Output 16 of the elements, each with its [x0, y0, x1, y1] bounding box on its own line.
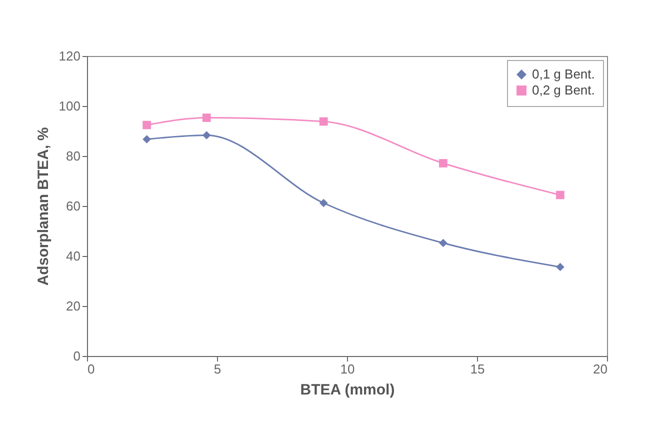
- legend-label: 0,1 g Bent.: [532, 66, 595, 82]
- x-tick-label: 10: [340, 362, 355, 376]
- y-tick-label: 20: [66, 298, 80, 314]
- x-tick-label: 0: [88, 362, 95, 376]
- y-tick-label: 120: [58, 48, 80, 64]
- x-tick-label: 15: [470, 362, 485, 376]
- legend-label: 0,2 g Bent.: [532, 82, 595, 98]
- x-axis-title: BTEA (mmol): [300, 382, 395, 398]
- y-axis-title: Adsorplanan BTEA, %: [34, 127, 52, 286]
- y-tick-label: 100: [58, 98, 80, 114]
- x-tick-label: 5: [214, 362, 222, 376]
- x-tick-label: 20: [593, 362, 608, 376]
- y-tick-label: 0: [73, 348, 80, 364]
- y-tick-label: 40: [66, 248, 80, 264]
- y-tick-label: 80: [66, 148, 80, 164]
- y-tick-label: 60: [66, 198, 80, 214]
